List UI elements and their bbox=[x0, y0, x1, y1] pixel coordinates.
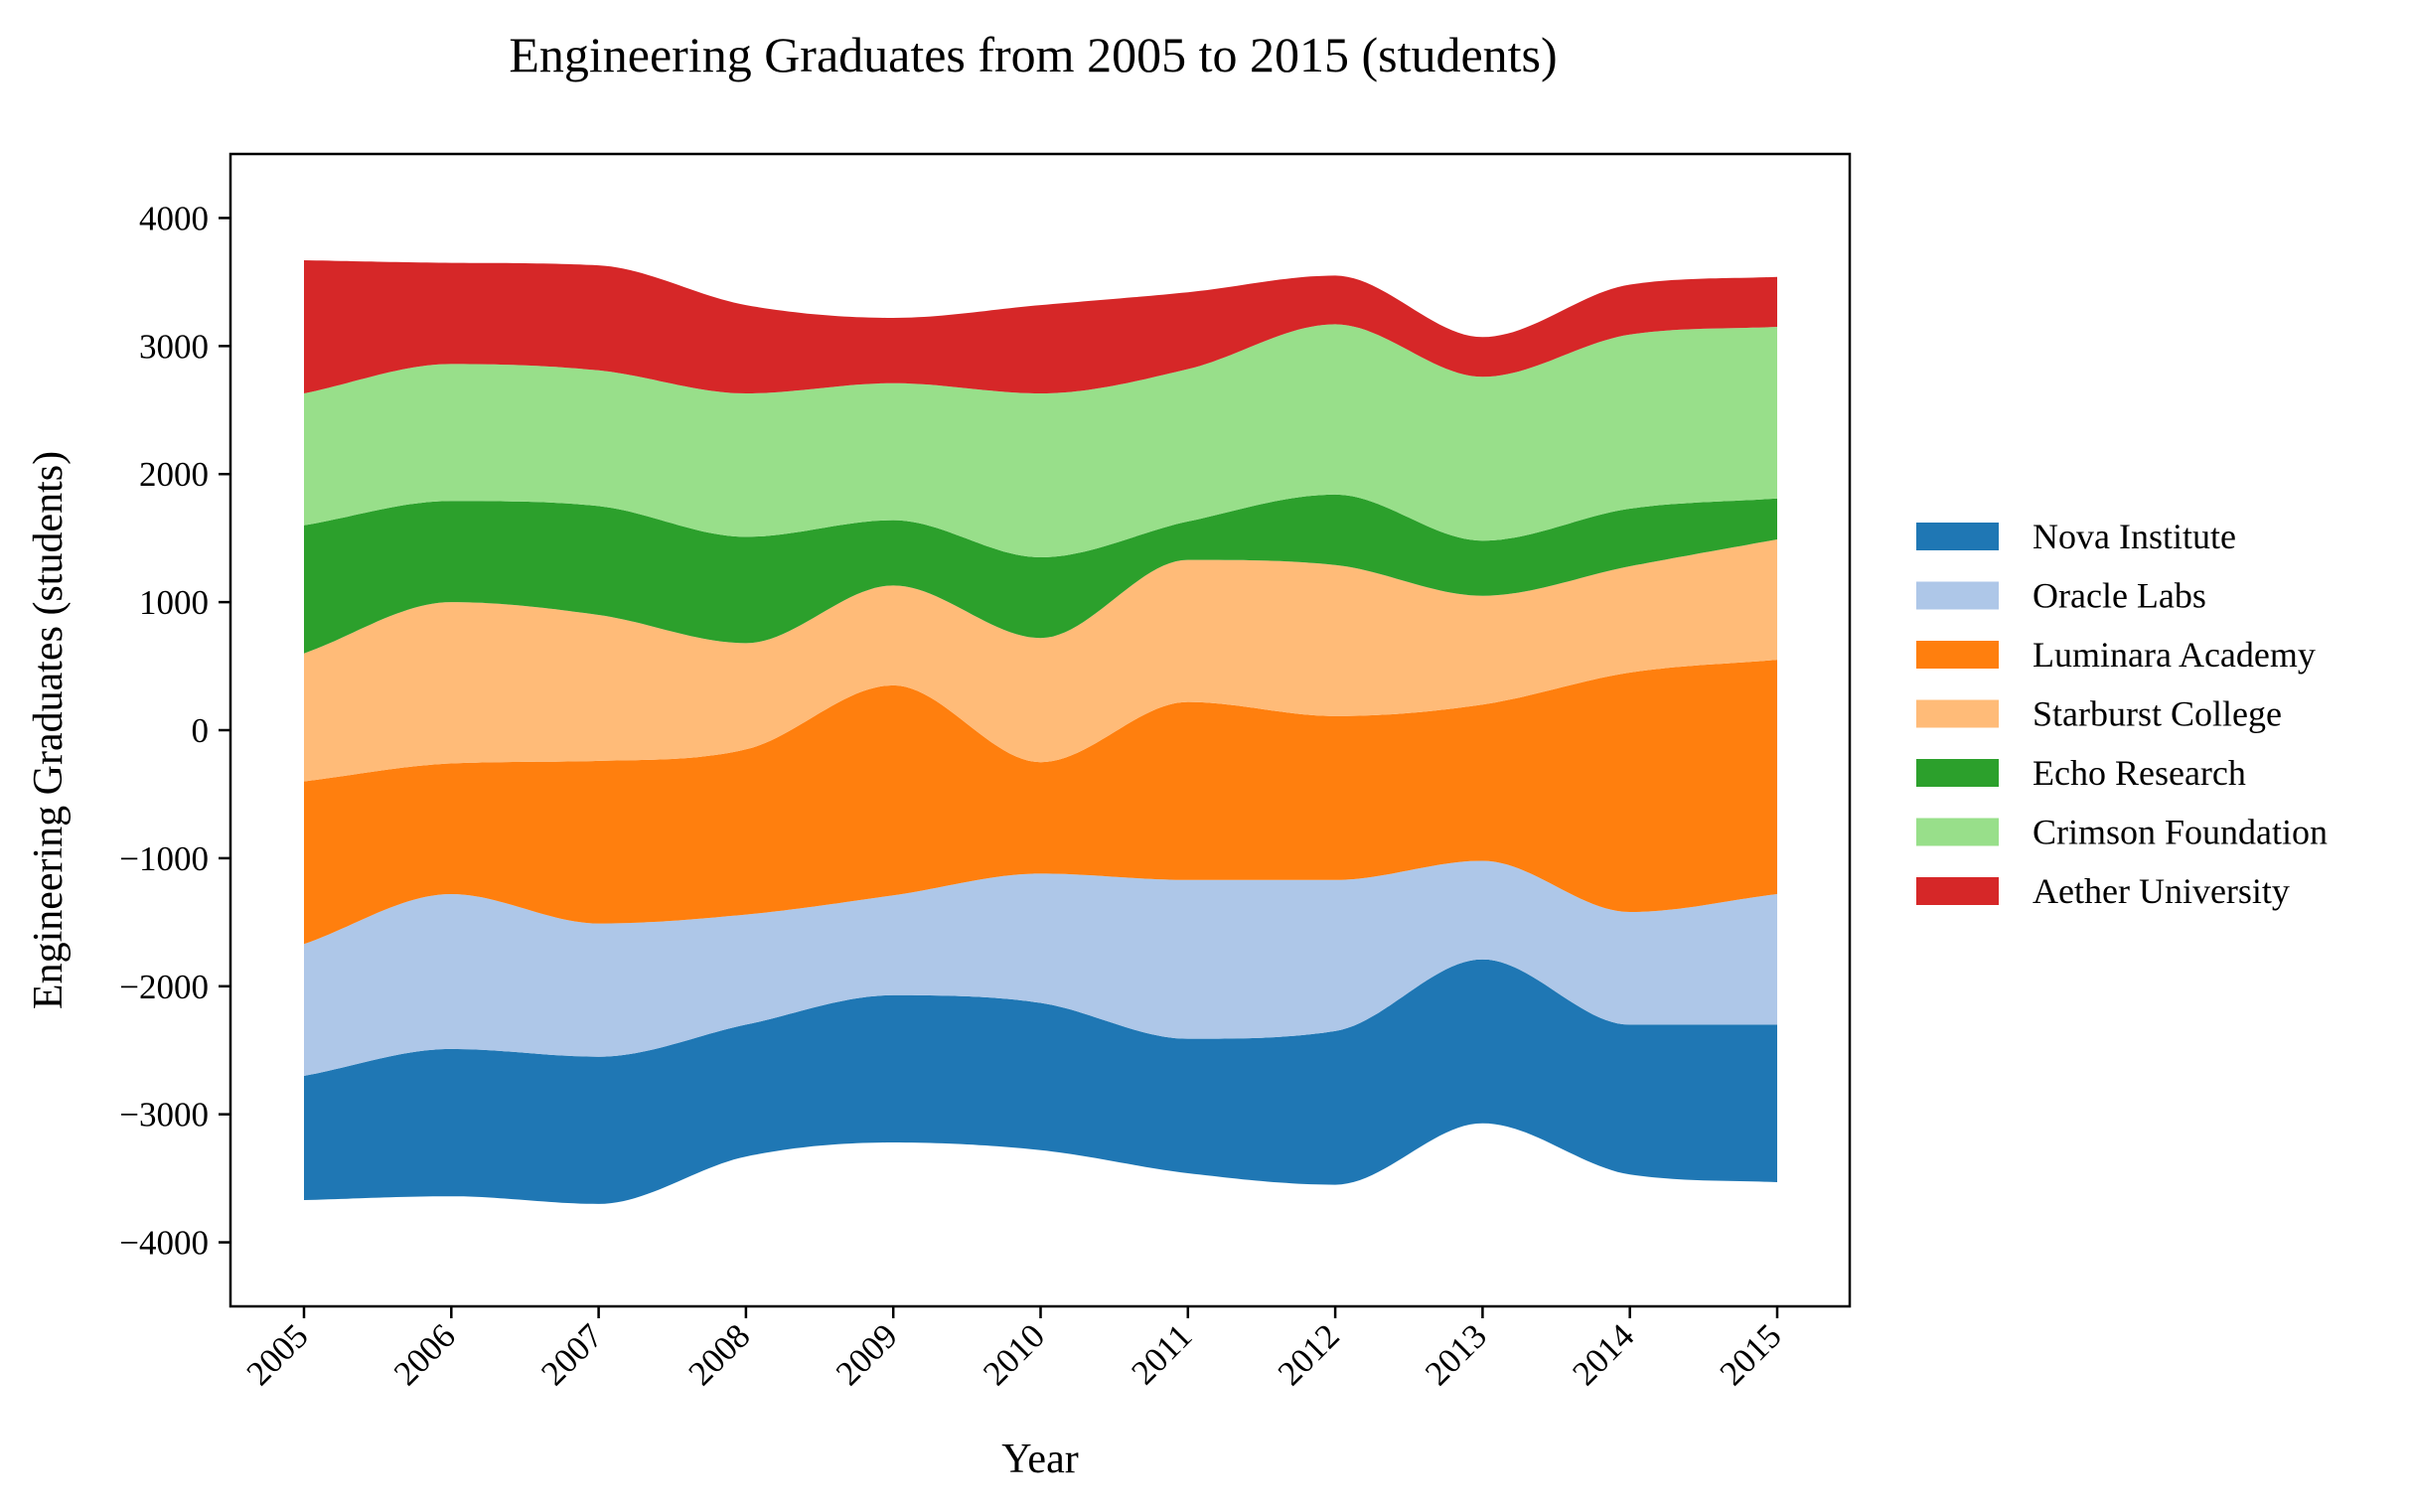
legend-label-echo-research: Echo Research bbox=[2033, 753, 2246, 793]
y-tick-label: 4000 bbox=[139, 199, 209, 237]
legend-swatch-echo-research bbox=[1916, 759, 1999, 787]
legend-label-luminara-academy: Luminara Academy bbox=[2033, 635, 2316, 675]
y-tick-label: 0 bbox=[192, 711, 210, 750]
stream-layers bbox=[304, 260, 1777, 1204]
legend-swatch-luminara-academy bbox=[1916, 641, 1999, 669]
legend: Nova Institute Oracle Labs Luminara Academ… bbox=[1916, 517, 2328, 911]
stream-layer-luminara-academy bbox=[304, 660, 1777, 945]
stream-layer-crimson-foundation bbox=[304, 324, 1777, 557]
stream-layer-oracle-labs bbox=[304, 860, 1777, 1076]
y-tick-label: 2000 bbox=[139, 455, 209, 494]
legend-swatch-oracle-labs bbox=[1916, 581, 1999, 610]
y-tick-label: −2000 bbox=[119, 968, 209, 1006]
y-tick-label: 1000 bbox=[139, 583, 209, 622]
chart-title: Engineering Graduates from 2005 to 2015 … bbox=[509, 27, 1557, 82]
stream-layer-nova-institute bbox=[304, 959, 1777, 1204]
legend-label-crimson-foundation: Crimson Foundation bbox=[2033, 813, 2328, 852]
x-axis-label: Year bbox=[1001, 1436, 1078, 1482]
y-tick-label: −1000 bbox=[119, 839, 209, 878]
stream-layer-aether-university bbox=[304, 260, 1777, 393]
stream-layer-echo-research bbox=[304, 494, 1777, 654]
legend-label-nova-institute: Nova Institute bbox=[2033, 517, 2236, 556]
stream-layer-starburst-college bbox=[304, 539, 1777, 782]
legend-swatch-crimson-foundation bbox=[1916, 818, 1999, 846]
legend-swatch-starburst-college bbox=[1916, 699, 1999, 728]
y-tick-label: −4000 bbox=[119, 1224, 209, 1263]
y-axis-label: Engineering Graduates (students) bbox=[26, 451, 72, 1009]
legend-label-aether-university: Aether University bbox=[2033, 871, 2290, 911]
legend-swatch-aether-university bbox=[1916, 877, 1999, 905]
y-axis: −4000 −3000 −2000 −1000 0 1000 2000 3000 4000 bbox=[119, 199, 230, 1263]
y-tick-label: 3000 bbox=[139, 327, 209, 366]
y-tick-label: −3000 bbox=[119, 1096, 209, 1134]
legend-label-oracle-labs: Oracle Labs bbox=[2033, 576, 2206, 616]
legend-label-starburst-college: Starburst College bbox=[2033, 694, 2282, 734]
legend-swatch-nova-institute bbox=[1916, 523, 1999, 550]
